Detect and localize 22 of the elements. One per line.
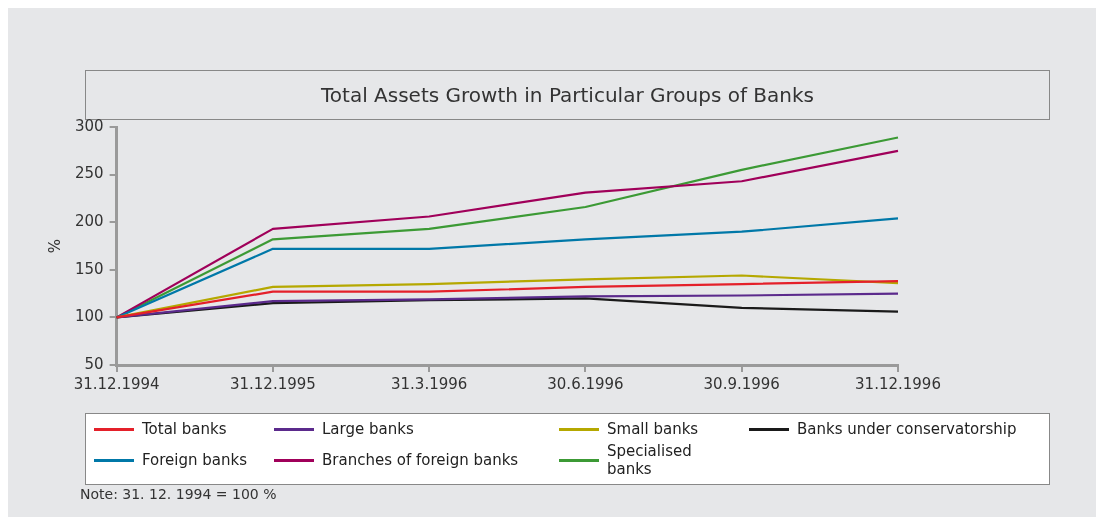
legend-label: Banks under conservatorship [797, 420, 1017, 438]
legend-label: Large banks [322, 420, 414, 438]
chart-title: Total Assets Growth in Particular Groups of Banks [321, 83, 814, 107]
legend-label: Foreign banks [142, 451, 248, 469]
x-tick-label: 31.12.1996 [855, 374, 941, 393]
x-tick-label: 30.9.1996 [703, 374, 780, 393]
y-tick-label: 50 [84, 354, 104, 373]
x-tick-label: 31.12.1995 [229, 374, 316, 393]
y-tick-label: 300 [74, 116, 104, 135]
x-tick-label: 30.6.1996 [547, 374, 624, 393]
text: Note: 31. 12. 1994 = 100 % [80, 486, 277, 502]
x-tick-label: 31.3.1996 [391, 374, 468, 393]
y-axis-title: % [45, 238, 64, 254]
legend-label: Branches of foreign banks [322, 451, 519, 469]
y-tick-label: 250 [74, 164, 104, 183]
y-tick-label: 150 [74, 259, 104, 278]
legend-label: Small banks [607, 420, 699, 438]
y-tick-label: 200 [74, 212, 104, 231]
legend-label: Specialised banks [606, 442, 693, 478]
y-tick-label: 100 [74, 307, 104, 326]
legend-label: Total banks [142, 420, 227, 438]
x-tick-label: 31.12.1994 [73, 374, 160, 393]
